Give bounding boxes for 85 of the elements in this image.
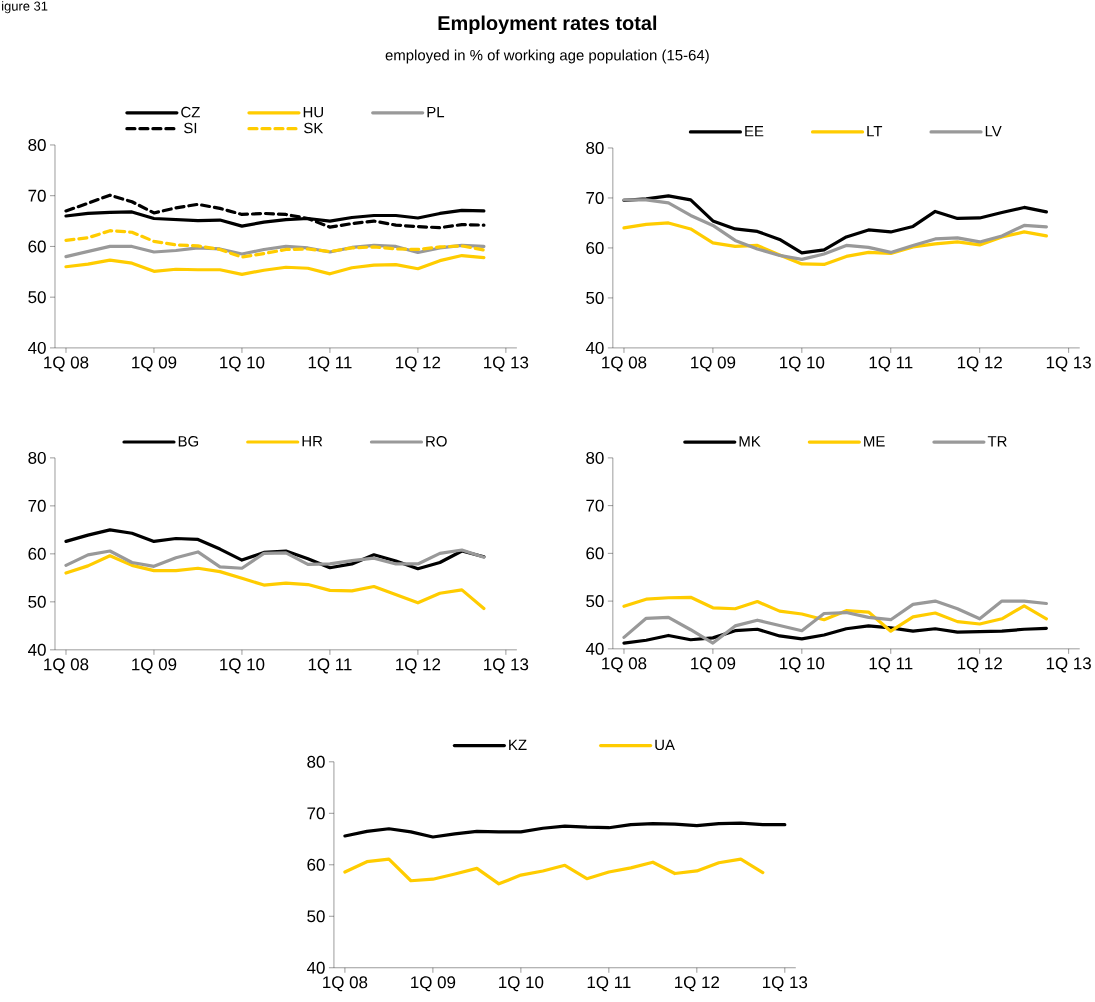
y-tick-label: 50 xyxy=(28,595,46,608)
y-tick-label: 40 xyxy=(306,961,325,974)
x-tick-label: 1Q 13 xyxy=(1046,356,1091,372)
line-series xyxy=(622,194,1048,255)
line-series xyxy=(343,857,765,886)
legend-label: HU xyxy=(303,107,323,118)
y-tick-label: 80 xyxy=(586,452,604,465)
text: igure 31 xyxy=(2,1,48,14)
legend-label: ME xyxy=(864,436,885,447)
x-tick-label: 1Q 13 xyxy=(763,976,808,992)
y-tick-label: 50 xyxy=(28,291,46,304)
y-tick-label: 80 xyxy=(28,139,46,152)
x-tick-label: 1Q 12 xyxy=(396,658,441,674)
line-series xyxy=(64,548,486,570)
y-tick-label: 50 xyxy=(586,292,604,305)
y-tick-label: 60 xyxy=(586,547,604,560)
x-tick-label: 1Q 12 xyxy=(396,356,441,372)
y-tick-label: 70 xyxy=(28,500,46,512)
y-tick-label: 70 xyxy=(586,499,604,512)
y-tick-label: 40 xyxy=(585,642,604,655)
legend-label: LT xyxy=(867,126,883,137)
y-tick-label: 60 xyxy=(28,547,46,560)
y-tick-label: 80 xyxy=(586,142,604,155)
x-tick-label: 1Q 12 xyxy=(675,976,720,992)
y-tick-label: 70 xyxy=(586,192,604,205)
x-tick-label: 1Q 10 xyxy=(220,356,265,372)
y-tick-label: 40 xyxy=(28,643,46,656)
x-tick-label: 1Q 08 xyxy=(44,356,89,372)
x-tick-label: 1Q 11 xyxy=(587,976,631,992)
x-tick-label: 1Q 12 xyxy=(957,356,1002,372)
x-tick-label: 1Q 11 xyxy=(308,658,352,674)
legend-label: UA xyxy=(655,739,675,751)
y-tick-label: 60 xyxy=(307,858,325,871)
x-tick-label: 1Q 09 xyxy=(411,976,456,992)
y-tick-label: 40 xyxy=(28,342,46,355)
x-tick-label: 1Q 13 xyxy=(1046,657,1091,673)
x-tick-label: 1Q 08 xyxy=(602,657,647,673)
x-tick-label: 1Q 11 xyxy=(869,657,913,673)
line-series xyxy=(622,624,1048,645)
line-series xyxy=(622,198,1048,262)
x-tick-label: 1Q 13 xyxy=(484,658,529,674)
y-tick-label: 70 xyxy=(28,189,46,202)
y-tick-label: 50 xyxy=(586,595,604,608)
y-tick-label: 60 xyxy=(586,242,604,255)
x-tick-label: 1Q 10 xyxy=(780,657,825,673)
line-series xyxy=(64,229,486,259)
line-series xyxy=(64,254,486,277)
line-series xyxy=(622,599,1048,645)
y-tick-label: 50 xyxy=(307,910,325,923)
x-tick-label: 1Q 08 xyxy=(602,356,647,372)
legend-label: CZ xyxy=(181,106,200,118)
legend-label: TR xyxy=(987,436,1007,447)
x-tick-label: 1Q 10 xyxy=(780,356,825,372)
x-tick-label: 1Q 09 xyxy=(691,657,736,673)
legend-label: HR xyxy=(302,436,323,447)
y-tick-label: 80 xyxy=(28,452,46,465)
chart-title: Employment rates total xyxy=(438,15,657,35)
legend-label: RO xyxy=(426,436,447,447)
line-series xyxy=(64,193,486,230)
legend-label: BG xyxy=(178,436,199,447)
text: employed in % of working age population (15-64) xyxy=(385,49,709,64)
x-tick-label: 1Q 08 xyxy=(44,658,89,674)
legend-label: PL xyxy=(427,107,445,118)
x-tick-label: 1Q 13 xyxy=(484,356,529,372)
x-tick-label: 1Q 10 xyxy=(499,976,544,992)
x-tick-label: 1Q 09 xyxy=(132,356,177,372)
y-tick-label: 40 xyxy=(585,342,604,355)
x-tick-label: 1Q 11 xyxy=(308,356,352,372)
legend-label: SI xyxy=(184,122,197,134)
y-tick-label: 70 xyxy=(307,807,325,820)
x-tick-label: 1Q 09 xyxy=(691,356,736,372)
legend-label: LV xyxy=(985,126,1002,137)
x-tick-label: 1Q 09 xyxy=(132,658,177,674)
line-series xyxy=(622,595,1048,633)
line-series xyxy=(343,821,787,839)
y-tick-label: 80 xyxy=(307,755,325,768)
legend-label: SK xyxy=(304,122,324,134)
x-tick-label: 1Q 12 xyxy=(957,657,1002,673)
legend-label: EE xyxy=(745,126,764,137)
x-tick-label: 1Q 11 xyxy=(869,356,913,372)
legend-label: KZ xyxy=(509,739,527,751)
x-tick-label: 1Q 08 xyxy=(323,976,368,992)
legend-label: MK xyxy=(739,436,761,447)
x-tick-label: 1Q 10 xyxy=(220,658,265,674)
y-tick-label: 60 xyxy=(28,240,46,253)
